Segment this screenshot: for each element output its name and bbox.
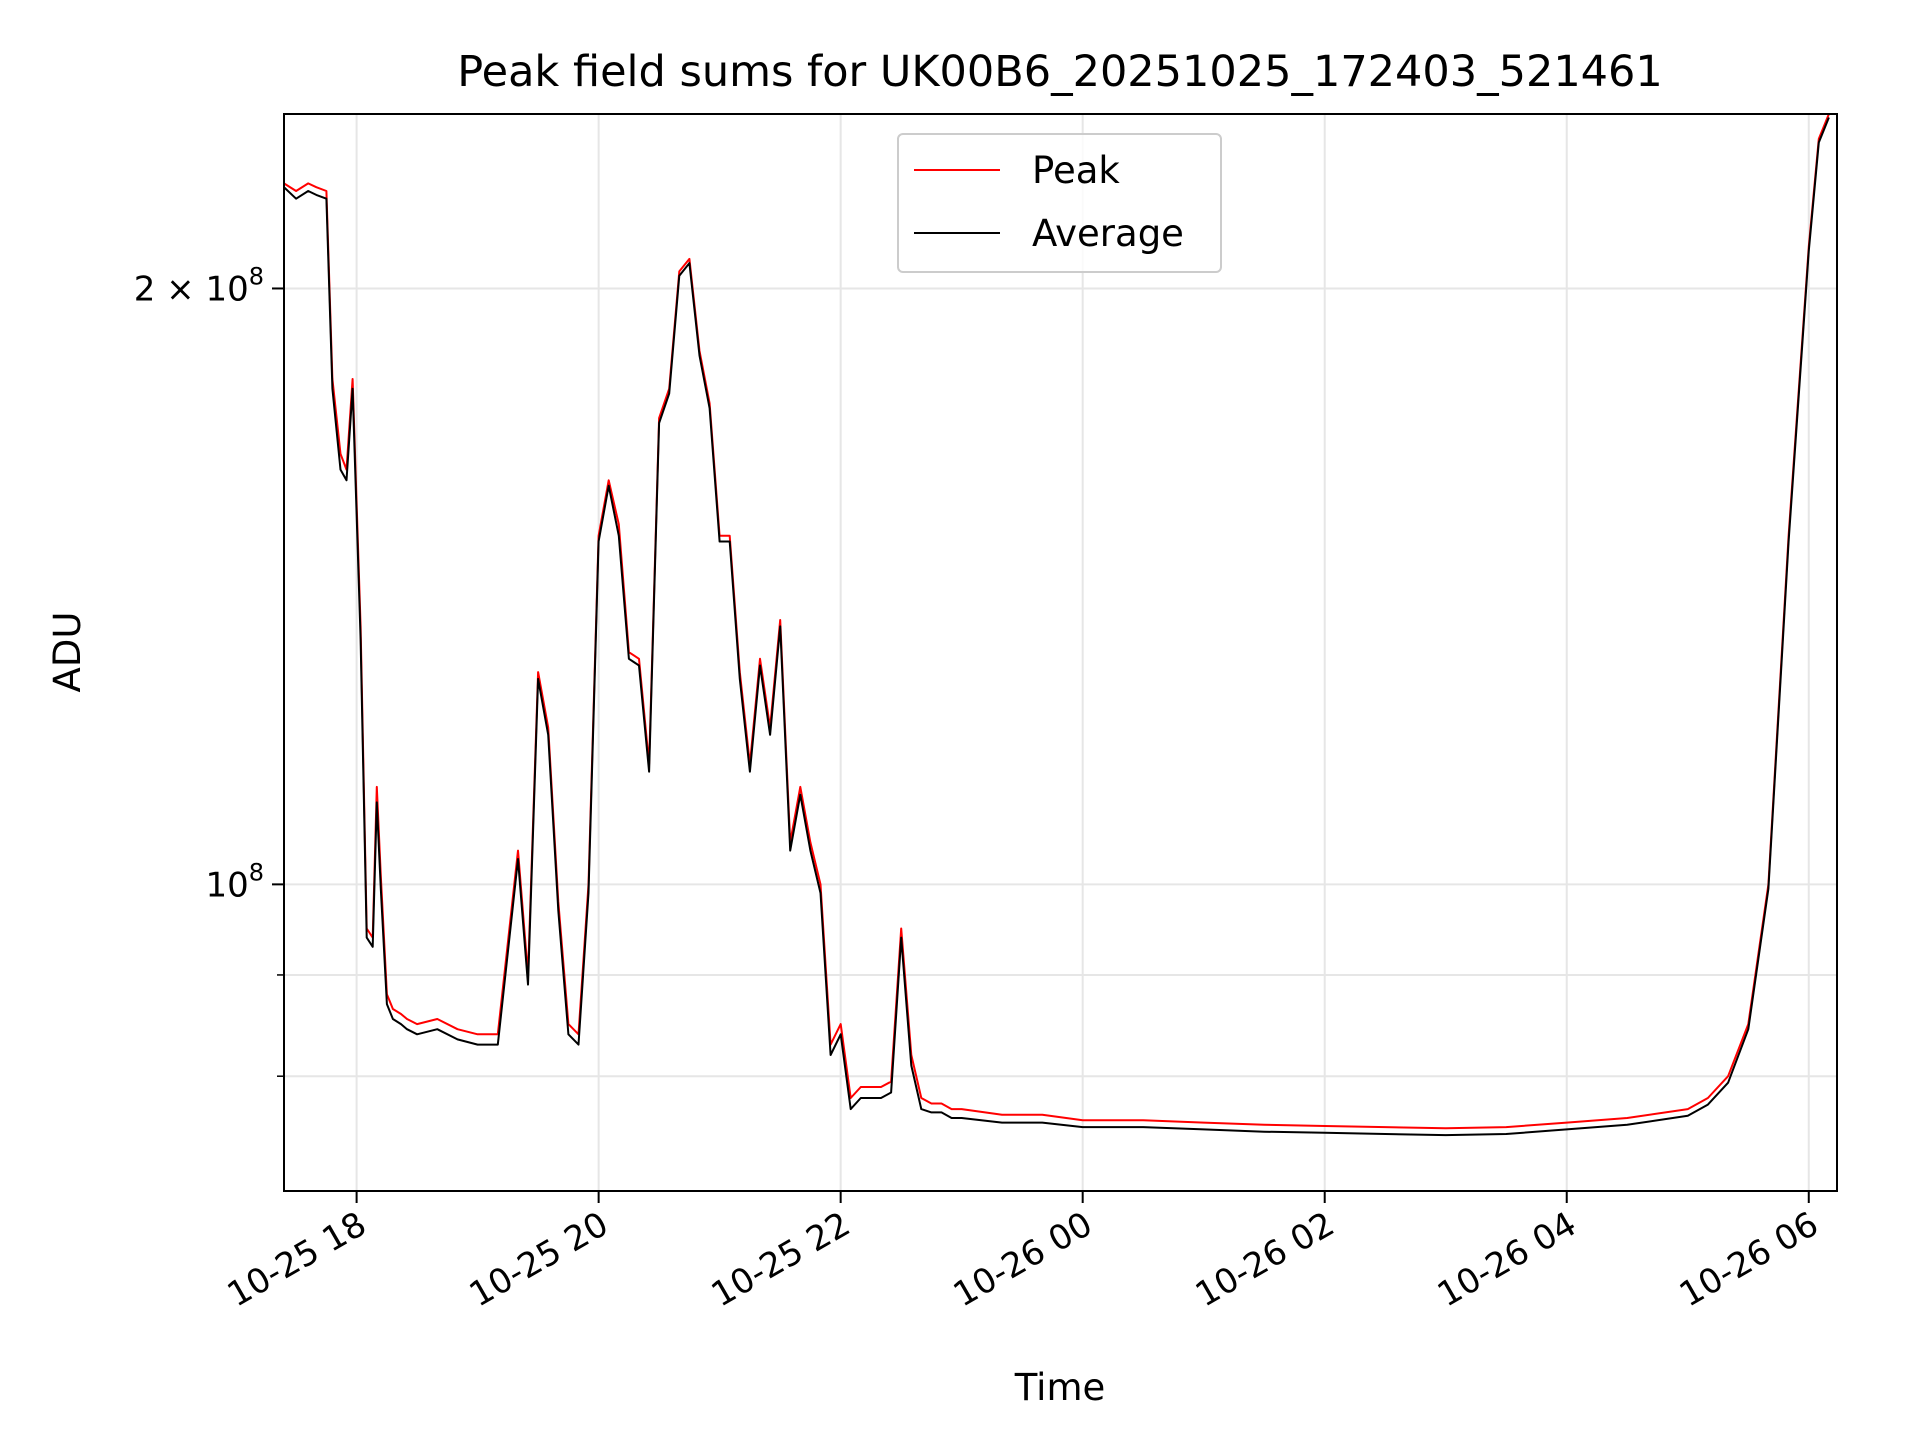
- y-tick-label: 108: [205, 858, 264, 905]
- plot-frame: [283, 113, 1838, 1192]
- legend-average-label: Average: [1032, 212, 1184, 255]
- y-tick-base: 10: [205, 865, 248, 905]
- series-line-peak: [284, 114, 1830, 1130]
- y-axis-label: ADU: [46, 612, 89, 693]
- grid-lines: [284, 114, 1837, 1191]
- legend-peak-label: Peak: [1032, 149, 1120, 192]
- series-line-average: [284, 117, 1830, 1137]
- y-tick-exponent: 8: [249, 858, 264, 886]
- legend-box: [897, 133, 1222, 273]
- series-layer: [284, 114, 1830, 1137]
- legend: Peak Average: [897, 133, 1222, 273]
- y-tick-base: 2 × 10: [134, 269, 249, 309]
- y-tick-exponent: 8: [249, 262, 264, 290]
- y-tick-label: 2 × 108: [134, 262, 264, 309]
- x-axis-label: Time: [1014, 1366, 1106, 1409]
- chart-title: Peak field sums for UK00B6_20251025_1724…: [457, 47, 1663, 97]
